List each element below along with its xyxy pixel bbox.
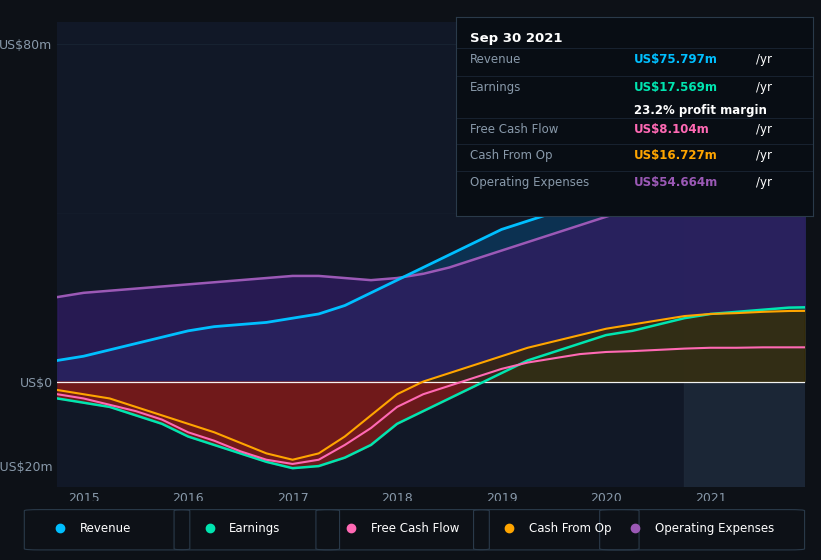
Text: /yr: /yr — [755, 81, 772, 95]
Text: Sep 30 2021: Sep 30 2021 — [470, 32, 562, 45]
Text: /yr: /yr — [755, 53, 772, 66]
Text: US$17.569m: US$17.569m — [635, 81, 718, 95]
Bar — [685, 22, 805, 487]
Text: /yr: /yr — [755, 176, 772, 189]
Text: /yr: /yr — [755, 123, 772, 136]
Text: Free Cash Flow: Free Cash Flow — [470, 123, 558, 136]
Text: Cash From Op: Cash From Op — [470, 149, 553, 162]
Text: US$54.664m: US$54.664m — [635, 176, 718, 189]
Text: Earnings: Earnings — [470, 81, 521, 95]
Text: US$75.797m: US$75.797m — [635, 53, 718, 66]
Text: US$16.727m: US$16.727m — [635, 149, 718, 162]
Text: US$8.104m: US$8.104m — [635, 123, 710, 136]
Text: Operating Expenses: Operating Expenses — [470, 176, 589, 189]
Text: Revenue: Revenue — [80, 521, 131, 535]
Text: Free Cash Flow: Free Cash Flow — [371, 521, 460, 535]
Text: Earnings: Earnings — [229, 521, 281, 535]
Text: Revenue: Revenue — [470, 53, 521, 66]
Text: Operating Expenses: Operating Expenses — [655, 521, 774, 535]
Text: Cash From Op: Cash From Op — [529, 521, 611, 535]
Text: /yr: /yr — [755, 149, 772, 162]
Text: 23.2% profit margin: 23.2% profit margin — [635, 104, 767, 117]
